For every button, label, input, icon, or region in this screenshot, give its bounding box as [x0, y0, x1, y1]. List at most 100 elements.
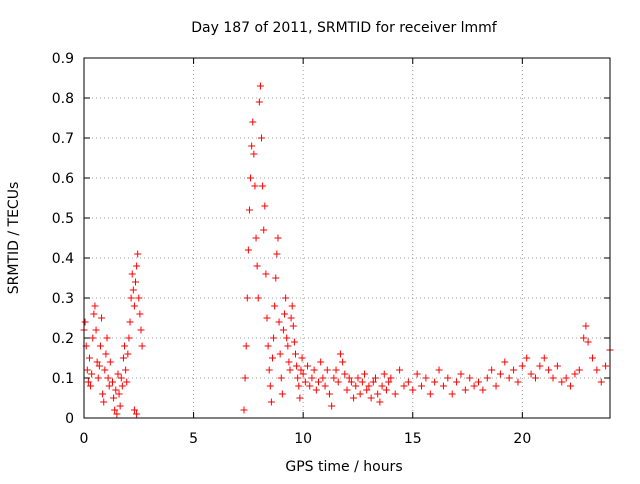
data-point: [479, 386, 487, 394]
data-point: [365, 382, 373, 390]
y-tick-label: 0.5: [52, 211, 74, 227]
data-point: [315, 378, 323, 386]
data-point: [261, 202, 269, 210]
data-point: [126, 318, 134, 326]
data-point: [122, 366, 130, 374]
data-point: [125, 334, 133, 342]
x-tick-label: 20: [513, 431, 531, 447]
data-point: [111, 406, 119, 414]
y-tick-label: 0.8: [52, 91, 74, 107]
data-point: [286, 366, 294, 374]
data-point: [84, 378, 92, 386]
data-point: [545, 366, 553, 374]
data-point: [271, 302, 279, 310]
data-point: [266, 382, 274, 390]
data-point: [249, 118, 257, 126]
data-point: [284, 342, 292, 350]
data-point: [301, 378, 309, 386]
data-point: [296, 394, 304, 402]
y-tick-label: 0.2: [52, 331, 74, 347]
data-point: [275, 318, 283, 326]
data-point: [518, 362, 526, 370]
data-point: [252, 234, 260, 242]
data-point: [81, 318, 89, 326]
data-point: [367, 394, 375, 402]
data-point: [391, 390, 399, 398]
data-point: [483, 374, 491, 382]
data-point: [345, 374, 353, 382]
data-point: [385, 378, 393, 386]
data-point: [104, 374, 112, 382]
data-point: [293, 362, 301, 370]
data-point: [89, 334, 97, 342]
data-point: [138, 342, 146, 350]
data-point: [514, 378, 522, 386]
data-point: [549, 374, 557, 382]
data-point: [409, 386, 417, 394]
data-point: [244, 246, 252, 254]
chart-title: Day 187 of 2011, SRMTID for receiver lmm…: [191, 20, 498, 36]
data-point: [281, 310, 289, 318]
data-point: [132, 278, 140, 286]
data-point: [567, 382, 575, 390]
data-point: [336, 350, 344, 358]
data-point: [523, 354, 531, 362]
data-point: [332, 366, 340, 374]
data-point: [91, 302, 99, 310]
data-point: [283, 334, 291, 342]
data-point: [426, 390, 434, 398]
data-point: [92, 326, 100, 334]
data-point: [536, 362, 544, 370]
data-point: [121, 342, 129, 350]
data-point: [255, 98, 263, 106]
data-point: [124, 350, 132, 358]
plot-frame: [83, 57, 611, 419]
data-point: [110, 394, 118, 402]
data-point: [95, 362, 103, 370]
data-point: [343, 386, 351, 394]
data-point: [243, 294, 251, 302]
data-point: [453, 378, 461, 386]
data-point: [117, 374, 125, 382]
data-point: [363, 386, 371, 394]
data-point: [531, 374, 539, 382]
data-point: [254, 294, 262, 302]
data-point: [279, 326, 287, 334]
data-point: [108, 378, 116, 386]
data-point: [291, 350, 299, 358]
data-point: [260, 226, 268, 234]
data-point: [400, 382, 408, 390]
data-point: [256, 82, 264, 90]
data-point: [330, 374, 338, 382]
data-point: [341, 370, 349, 378]
data-point: [295, 382, 303, 390]
data-point: [297, 366, 305, 374]
data-point: [88, 370, 96, 378]
data-point: [105, 382, 113, 390]
data-point: [278, 390, 286, 398]
data-point: [347, 378, 355, 386]
data-point: [96, 342, 104, 350]
data-point: [116, 402, 124, 410]
data-point: [339, 358, 347, 366]
data-point: [113, 410, 121, 418]
data-point: [264, 342, 272, 350]
data-point: [83, 366, 91, 374]
data-point: [431, 378, 439, 386]
data-point: [106, 358, 114, 366]
axis-ticks: [83, 57, 610, 419]
data-point: [94, 374, 102, 382]
data-point: [418, 382, 426, 390]
x-tick-label: 15: [404, 431, 422, 447]
y-tick-label: 0.7: [52, 131, 74, 147]
data-point: [562, 374, 570, 382]
y-tick-label: 0.3: [52, 291, 74, 307]
data-point: [325, 390, 333, 398]
data-point: [251, 182, 259, 190]
data-point: [272, 274, 280, 282]
data-point: [510, 366, 518, 374]
data-point: [376, 398, 384, 406]
data-points: [80, 82, 614, 418]
data-point: [488, 366, 496, 374]
